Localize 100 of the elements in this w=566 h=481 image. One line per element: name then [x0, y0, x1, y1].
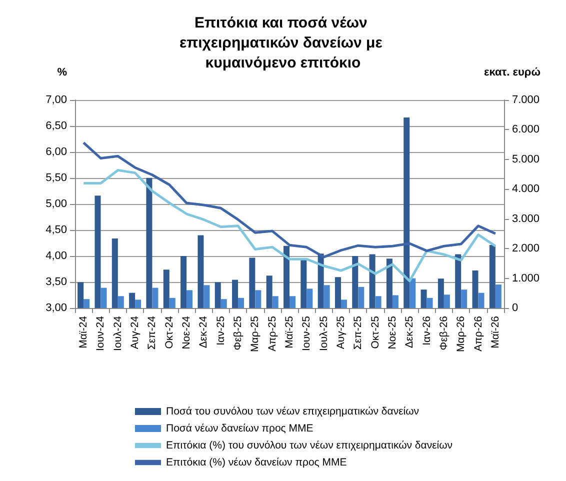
bar: [214, 282, 221, 308]
bar: [112, 238, 118, 308]
bar: [438, 278, 444, 308]
x-tick-label: Ιουν-24: [94, 316, 107, 351]
bar: [204, 285, 210, 308]
x-tick-label: Μαϊ-25: [284, 316, 296, 348]
bar: [152, 288, 158, 308]
x-tick-label: Ιαν-26: [420, 316, 433, 346]
x-tick-label: Δεκ-25: [404, 316, 416, 348]
x-tick-label: Σεπ-25: [352, 316, 364, 350]
y2-axis-title: εκατ. ευρώ: [484, 66, 540, 78]
bar: [340, 300, 347, 308]
y2-tick-label: 0: [512, 302, 518, 314]
bar: [100, 288, 107, 308]
y2-tick-label: 4.000: [512, 183, 540, 196]
x-tick-label: Μαϊ-24: [78, 316, 90, 348]
x-tick-label: Οκτ-25: [369, 316, 382, 349]
bar: [404, 118, 410, 308]
x-tick-label: Σεπ-24: [146, 316, 158, 350]
bar: [318, 254, 324, 308]
chart-title: Επιτόκια και ποσά νέων επιχειρηματικών δανείων με κυμαινόμενο επιτόκιο: [179, 14, 387, 72]
bar: [129, 292, 136, 308]
x-tick-label: Νοε-25: [386, 316, 398, 350]
legend-label: Ποσά του συνόλου των νέων επιχειρηματικών δανείων: [166, 406, 420, 418]
x-tick-label: Φεβ-25: [232, 316, 244, 350]
y-tick-label: 5,50: [46, 172, 67, 184]
x-tick-label: Μαρ-26: [455, 316, 468, 352]
y-tick-label: 7,00: [46, 94, 67, 106]
x-tick-label: Νοε-24: [180, 316, 193, 350]
bar: [186, 290, 193, 308]
y-tick-label: 3,00: [46, 302, 67, 314]
bar: [272, 296, 278, 308]
bar: [180, 256, 187, 308]
bar: [369, 254, 376, 308]
y-tick-label: 5,00: [46, 198, 67, 210]
bar: [489, 245, 496, 308]
x-tick-label: Μαρ-25: [249, 316, 262, 352]
x-tick-label: Ιαν-25: [214, 316, 227, 346]
y2-tick-label: 7.000: [512, 94, 540, 106]
x-tick-label: Οκτ-24: [163, 316, 176, 349]
bar: [255, 290, 262, 308]
y-axis-title: %: [57, 66, 68, 78]
bar: [306, 288, 313, 308]
x-tick-label: Ιουλ-24: [112, 316, 124, 351]
bar: [284, 246, 290, 308]
bar: [444, 294, 450, 308]
y2-tick-label: 3.000: [512, 212, 540, 225]
y-tick-label: 6,50: [46, 120, 67, 132]
bar: [163, 270, 170, 308]
bar: [78, 282, 84, 308]
legend-label: Επιτόκια (%) του συνόλου των νέων επιχειρηματικών δανείων: [166, 440, 453, 452]
x-tick-label: Απρ-26: [472, 316, 484, 352]
bar: [334, 277, 341, 308]
bar: [169, 298, 176, 308]
y2-tick-label: 5.000: [512, 153, 540, 166]
bar: [472, 270, 478, 308]
x-tick-label: Αυγ-24: [129, 316, 142, 350]
bar: [324, 285, 330, 308]
bar: [118, 296, 124, 308]
x-tick-label: Ιουλ-25: [318, 316, 330, 351]
y-tick-label: 4,00: [46, 250, 67, 262]
x-tick-label: Απρ-25: [266, 316, 278, 352]
x-tick-label: Μαϊ-26: [489, 316, 502, 348]
bar: [386, 258, 392, 308]
bar: [478, 292, 484, 308]
bar: [220, 299, 227, 308]
bar: [300, 259, 307, 308]
bar: [266, 276, 272, 308]
x-tick-label: Φεβ-26: [438, 316, 450, 350]
y-tick-label: 4,50: [46, 224, 67, 236]
bar: [392, 295, 398, 308]
bar: [249, 258, 256, 308]
y2-tick-label: 2.000: [512, 242, 540, 255]
bar: [461, 290, 468, 308]
line-series: [82, 141, 497, 258]
x-tick-label: Αυγ-25: [334, 316, 347, 350]
legend-label: Ποσά νέων δανείων προς ΜΜΕ: [166, 422, 314, 434]
y-tick-label: 3,50: [46, 276, 67, 288]
bar: [455, 254, 462, 308]
bar: [410, 278, 416, 308]
bar: [290, 296, 296, 308]
bar: [84, 299, 90, 308]
bar: [426, 298, 433, 308]
bar: [232, 280, 238, 308]
line-series: [82, 168, 497, 282]
y2-tick-label: 1.000: [512, 272, 540, 284]
bar: [495, 284, 502, 308]
bar: [420, 290, 427, 308]
x-tick-label: Δεκ-24: [198, 316, 210, 348]
x-tick-label: Ιουν-25: [300, 316, 313, 351]
bar: [238, 298, 244, 308]
y2-tick-label: 6.000: [512, 124, 540, 136]
y-tick-label: 6,00: [46, 146, 67, 158]
bar: [358, 286, 364, 308]
bar: [352, 256, 358, 308]
bar: [375, 296, 382, 308]
bar: [198, 235, 204, 308]
bar: [135, 300, 142, 308]
bar: [94, 196, 101, 308]
legend-label: Επιτόκια (%) νέων δανείων προς ΜΜΕ: [166, 456, 347, 468]
